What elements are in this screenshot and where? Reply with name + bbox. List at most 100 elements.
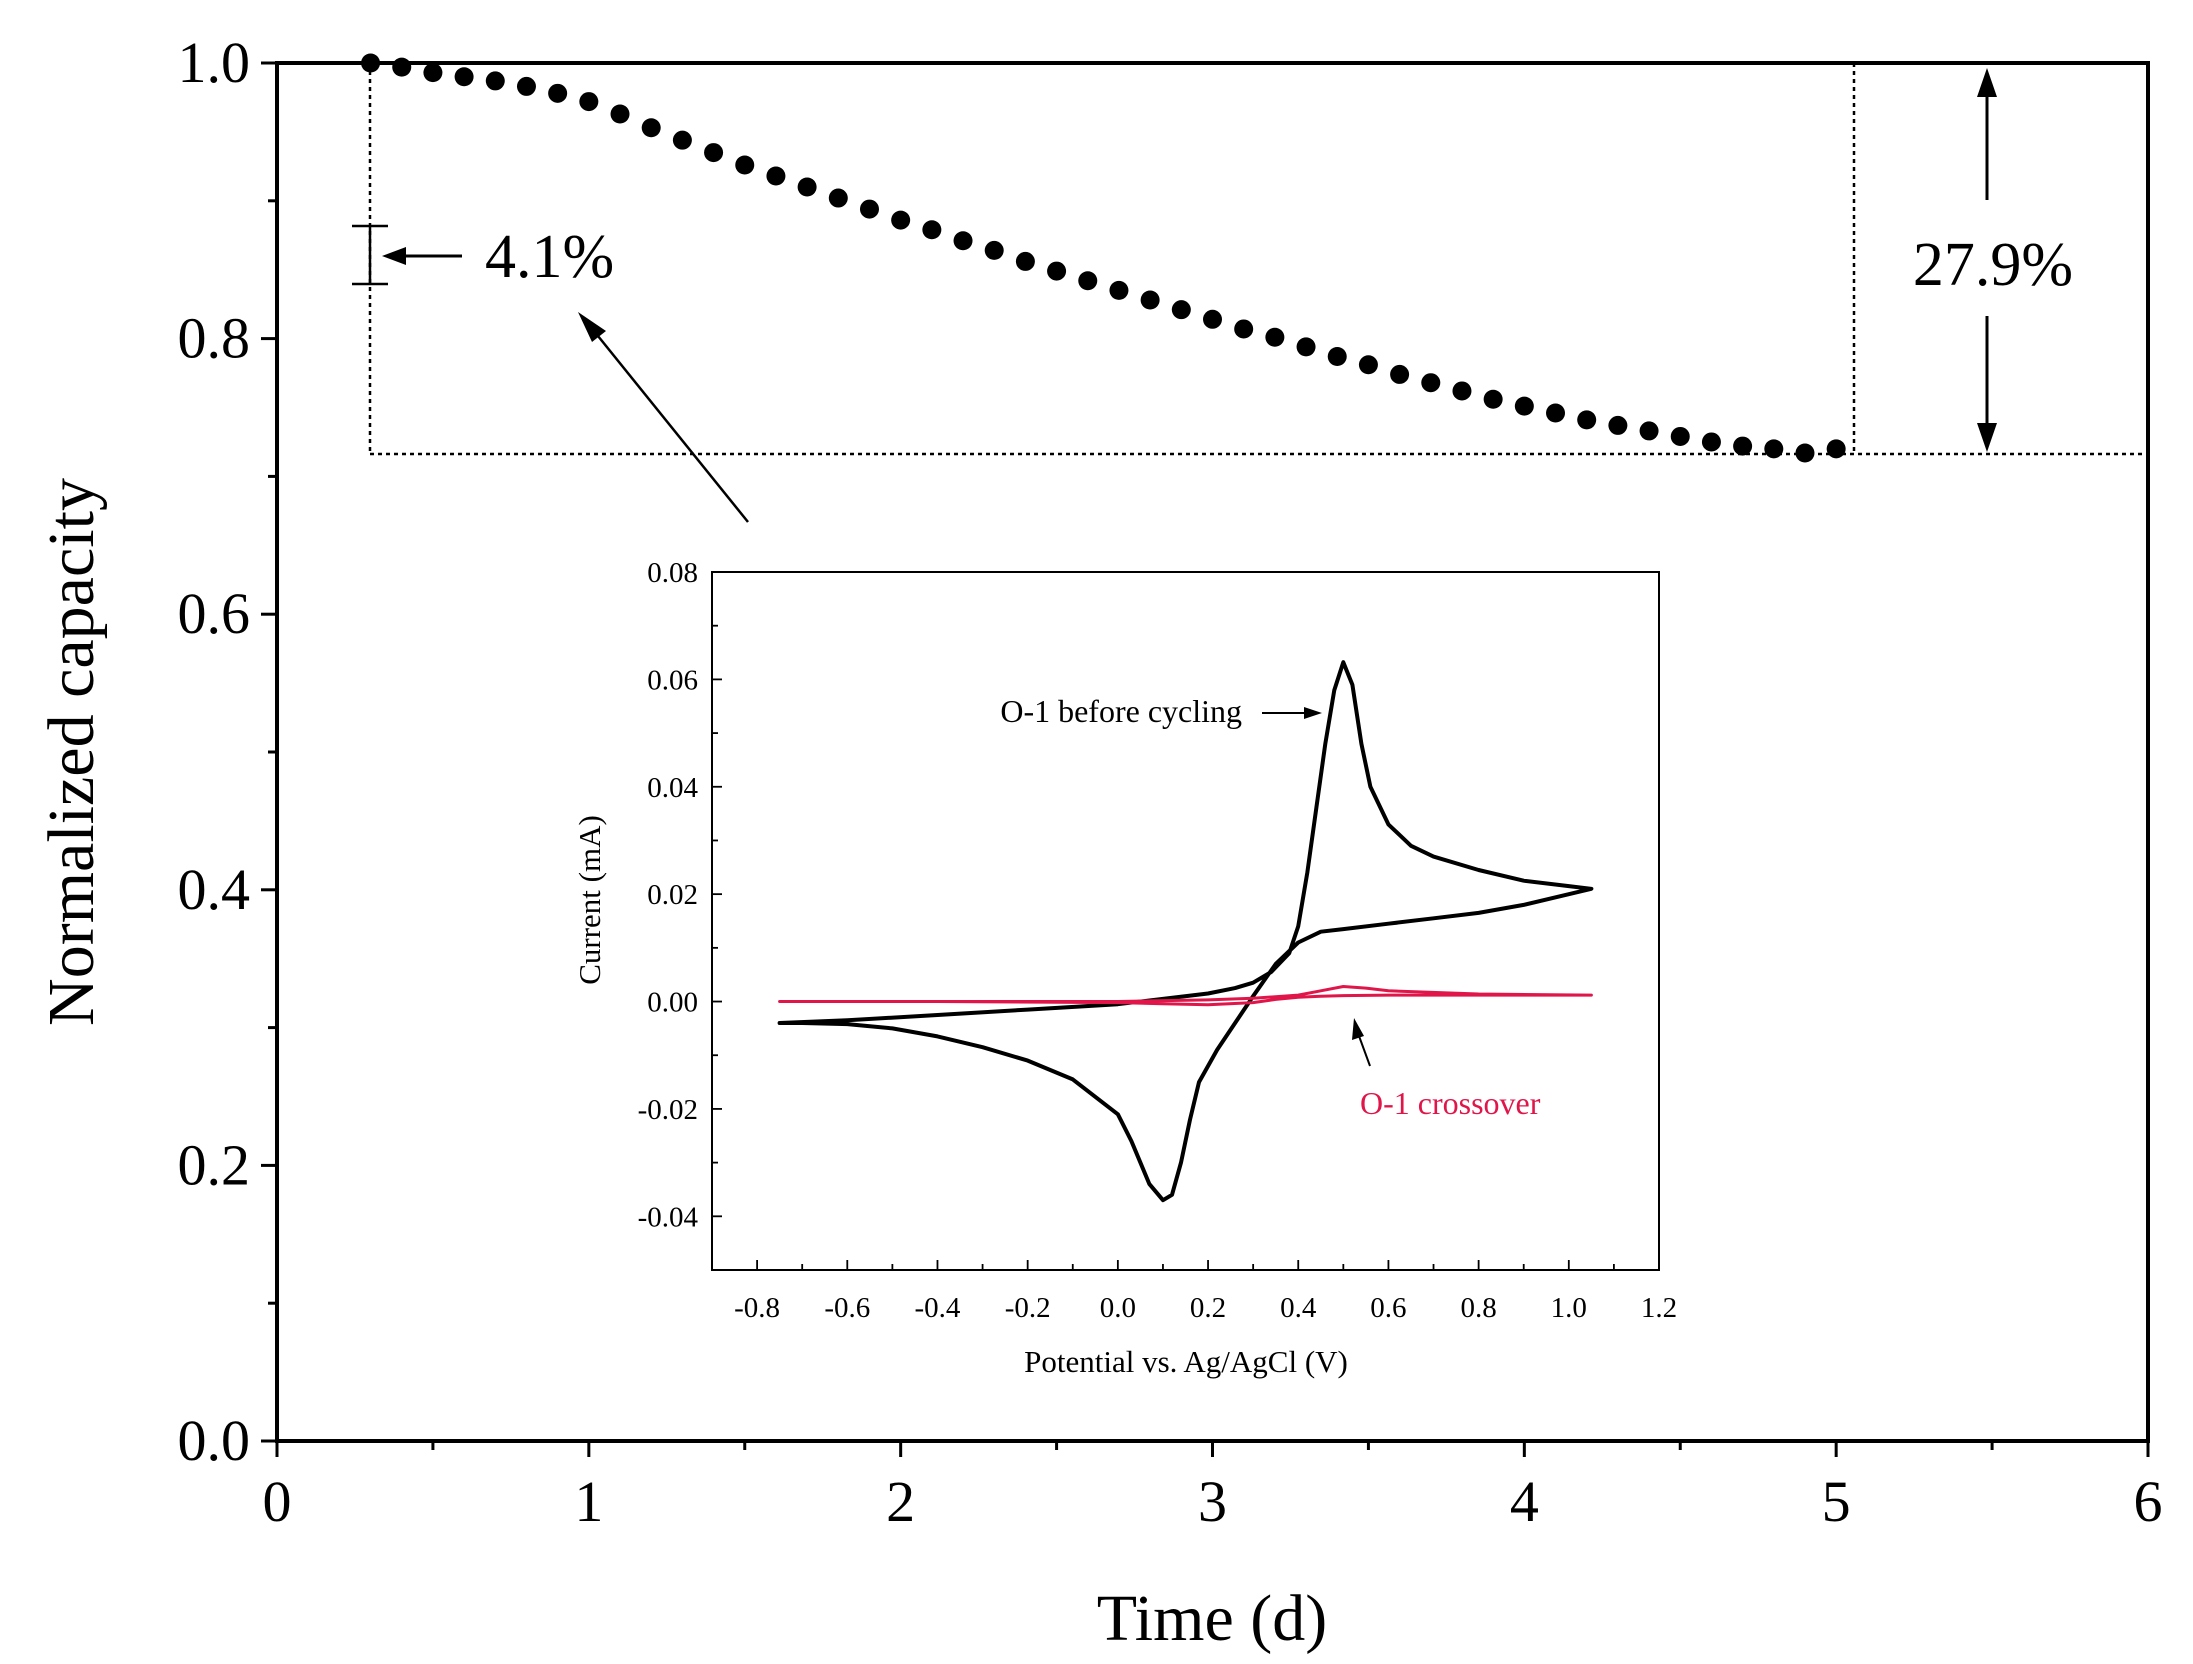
inset-y-axis-title: Current (mA) (572, 815, 607, 985)
capacity-point (766, 166, 786, 186)
capacity-point (485, 71, 505, 91)
capacity-point (1327, 347, 1347, 367)
main-x-tick-label: 0 (263, 1469, 292, 1534)
capacity-point (641, 118, 661, 138)
main-y-tick-label: 0.6 (178, 581, 251, 646)
capacity-point (548, 83, 568, 103)
capacity-point (1358, 355, 1378, 375)
inset-x-tick-label: 0.8 (1460, 1292, 1496, 1324)
capacity-point (1639, 421, 1659, 441)
capacity-point (1701, 432, 1721, 452)
main-tick-labels: 0 1 2 3 4 5 6 0.0 0.2 0.4 0.6 0.8 1.0 (178, 30, 2163, 1534)
inset-y-tick-label: -0.04 (638, 1201, 699, 1233)
crossover-arrow-shaft (1358, 1035, 1371, 1067)
inset-x-tick-label: 0.0 (1100, 1292, 1136, 1324)
capacity-point (672, 130, 692, 150)
label-crossover: O-1 crossover (1360, 1085, 1541, 1121)
main-x-tick-label: 1 (574, 1469, 603, 1534)
bracket-arrow-head (382, 247, 406, 265)
capacity-point (1452, 381, 1472, 401)
inset-plot-frame (711, 571, 1660, 1271)
annotation-label-27-9: 27.9% (1913, 231, 2073, 299)
capacity-point (891, 210, 911, 230)
inset-y-tick-label: 0.02 (647, 879, 698, 911)
capacity-point (516, 76, 536, 96)
capacity-point (1733, 436, 1753, 456)
inset-x-tick-label: -0.6 (824, 1292, 870, 1324)
inset-y-tick-label: 0.08 (647, 557, 698, 589)
capacity-point (1296, 337, 1316, 357)
capacity-point (1015, 251, 1035, 271)
capacity-point (1764, 439, 1784, 459)
capacity-point (859, 199, 879, 219)
inset-y-tick-label: 0.04 (647, 772, 698, 804)
capacity-point (1608, 415, 1628, 435)
cv-line-before-cycling (777, 660, 1594, 1203)
capacity-point (361, 53, 381, 73)
main-x-tick-label: 3 (1198, 1469, 1227, 1534)
capacity-point (1265, 327, 1285, 347)
main-y-tick-label: 1.0 (178, 30, 251, 95)
capacity-point (1795, 443, 1815, 463)
capacity-point (392, 57, 412, 77)
capacity-point (1514, 396, 1534, 416)
main-x-axis-title: Time (d) (1097, 1582, 1327, 1655)
cv-line-crossover (778, 985, 1593, 1007)
inset-x-tick-label: 0.2 (1190, 1292, 1226, 1324)
capacity-point (984, 240, 1004, 260)
span-arrowhead-down (1977, 423, 1997, 452)
capacity-point (1047, 261, 1067, 281)
inset-x-tick-label: -0.4 (915, 1292, 961, 1324)
label-before-cycling: O-1 before cycling (1000, 693, 1242, 729)
inset-pointer-head (578, 312, 606, 342)
capacity-point (1483, 389, 1503, 409)
capacity-point (797, 177, 817, 197)
main-ticks (261, 61, 2150, 1457)
main-x-tick-label: 4 (1510, 1469, 1539, 1534)
capacity-point (1390, 364, 1410, 384)
inset-x-axis-title: Potential vs. Ag/AgCl (V) (1024, 1344, 1348, 1379)
main-y-tick-label: 0.4 (178, 857, 251, 922)
capacity-point (735, 155, 755, 175)
capacity-point (1078, 271, 1098, 291)
capacity-point (1546, 403, 1566, 423)
main-x-tick-label: 6 (2134, 1469, 2163, 1534)
main-y-axis-title: Normalized capacity (35, 478, 108, 1026)
main-y-tick-label: 0.0 (178, 1408, 251, 1473)
capacity-point (1171, 300, 1191, 320)
reference-lines (368, 63, 2148, 456)
span-arrowhead-up (1977, 68, 1997, 97)
capacity-point (1140, 290, 1160, 310)
main-y-tick-label: 0.8 (178, 306, 251, 371)
inset-tick-labels: -0.8 -0.6 -0.4 -0.2 0.0 0.2 0.4 0.6 0.8 1.0 1.2 -0.… (638, 557, 1678, 1324)
inset-pointer-arrow (578, 312, 749, 523)
capacity-point (828, 188, 848, 208)
capacity-point (610, 104, 630, 124)
inset-x-tick-label: 1.2 (1641, 1292, 1677, 1324)
capacity-point (1670, 426, 1690, 446)
capacity-point (1577, 410, 1597, 430)
main-y-tick-label: 0.2 (178, 1132, 251, 1197)
inset-plot: -0.8 -0.6 -0.4 -0.2 0.0 0.2 0.4 0.6 0.8 1.0 1.2 -0.… (572, 557, 1677, 1379)
crossover-arrow-head (1352, 1018, 1364, 1040)
main-x-tick-label: 5 (1822, 1469, 1851, 1534)
capacity-point (922, 220, 942, 240)
inset-x-tick-label: 0.6 (1370, 1292, 1406, 1324)
capacity-point (704, 143, 724, 163)
inset-y-tick-label: 0.00 (647, 987, 698, 1019)
capacity-point (579, 92, 599, 112)
main-x-tick-label: 2 (886, 1469, 915, 1534)
inset-x-tick-label: -0.8 (734, 1292, 780, 1324)
inset-series-lines (777, 660, 1594, 1203)
inset-y-tick-label: 0.06 (647, 664, 698, 696)
capacity-point (953, 231, 973, 251)
capacity-point (1421, 373, 1441, 393)
inset-x-tick-label: -0.2 (1005, 1292, 1051, 1324)
inset-y-tick-label: -0.02 (638, 1094, 698, 1126)
main-series-dots (361, 53, 1846, 463)
capacity-point (423, 63, 443, 83)
capacity-point (454, 67, 474, 87)
inset-pointer-shaft (597, 335, 749, 523)
annotation-label-4-1: 4.1% (485, 223, 614, 291)
